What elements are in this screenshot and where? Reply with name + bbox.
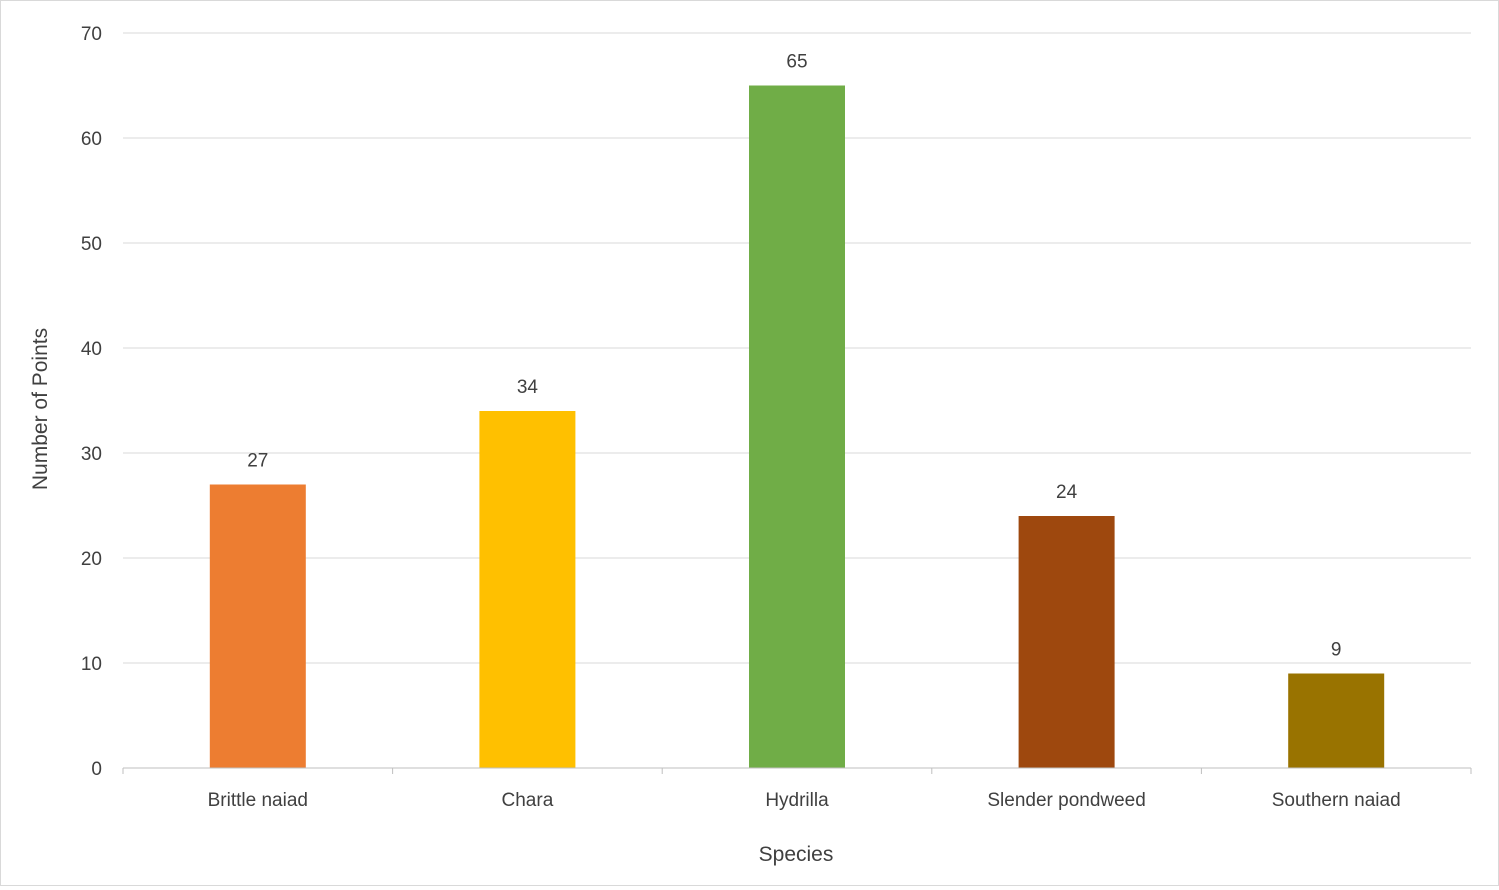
x-tick-label: Brittle naiad <box>208 790 308 811</box>
y-tick-label: 70 <box>81 24 102 45</box>
data-labels: 27 34 65 24 9 <box>247 52 1341 661</box>
y-tick-label: 20 <box>81 549 102 570</box>
bar <box>209 484 306 768</box>
x-tick-label: Slender pondweed <box>987 790 1145 811</box>
bar-value-label: 24 <box>1056 482 1078 503</box>
y-tick-label: 50 <box>81 234 102 255</box>
x-tick-label: Hydrilla <box>765 790 829 811</box>
x-axis-title: Species <box>759 843 834 866</box>
x-tick-label: Chara <box>502 790 554 811</box>
y-axis-title: Number of Points <box>29 328 52 490</box>
bar <box>1288 673 1385 768</box>
x-tick-label: Southern naiad <box>1272 790 1401 811</box>
bars <box>209 85 1385 768</box>
bar-value-label: 9 <box>1331 640 1342 661</box>
y-axis-ticks: 0 10 20 30 40 50 60 70 <box>81 24 102 780</box>
y-tick-label: 60 <box>81 129 102 150</box>
y-tick-label: 0 <box>91 759 102 780</box>
y-tick-label: 40 <box>81 339 102 360</box>
bar <box>479 411 576 768</box>
bar <box>1018 516 1115 768</box>
bar <box>749 85 845 768</box>
x-axis-ticks: Brittle naiad Chara Hydrilla Slender pondwe… <box>208 790 1401 811</box>
bar-value-label: 27 <box>247 451 268 472</box>
x-axis <box>122 767 1472 774</box>
bar-value-label: 65 <box>786 52 807 73</box>
bar-value-label: 34 <box>517 377 539 398</box>
y-tick-label: 30 <box>81 444 102 465</box>
y-tick-label: 10 <box>81 654 102 675</box>
